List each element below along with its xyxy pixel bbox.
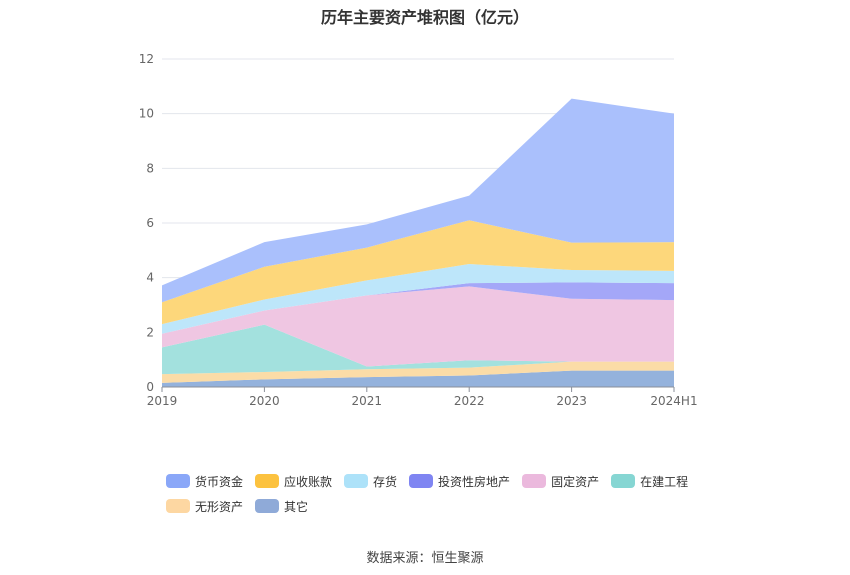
legend-item[interactable]: 应收账款 <box>255 473 332 489</box>
area-series-2 <box>162 324 674 375</box>
chart-legend: 货币资金 应收账款 存货 投资性房地产 固定资产 在建工程无形资产 其它 <box>166 473 706 514</box>
area-series-5 <box>162 264 674 334</box>
area-series-4 <box>162 282 674 334</box>
legend-swatch <box>522 474 547 488</box>
y-tick-label: 4 <box>146 271 154 285</box>
legend-swatch <box>611 474 636 488</box>
legend-swatch <box>166 474 190 488</box>
area-series-7 <box>162 98 674 303</box>
legend-label: 存货 <box>373 474 398 489</box>
x-tick-label: 2020 <box>249 394 280 408</box>
area-series-1 <box>162 361 674 383</box>
legend-item[interactable]: 投资性房地产 <box>409 473 510 489</box>
stacked-area-chart: 0 2 4 6 8 10 12 2019 2020 2021 2022 2023 2024H1 <box>139 52 698 408</box>
y-tick-label: 8 <box>146 161 154 175</box>
legend-item[interactable]: 无形资产 <box>166 498 243 514</box>
legend-item[interactable]: 在建工程 <box>611 473 688 489</box>
legend-label: 无形资产 <box>195 499 244 514</box>
y-tick-label: 6 <box>146 216 154 230</box>
area-series-0 <box>162 370 674 387</box>
x-tick-label: 2023 <box>556 394 587 408</box>
legend-label: 应收账款 <box>284 474 333 489</box>
legend-label: 投资性房地产 <box>438 474 511 489</box>
legend-label: 其它 <box>284 499 309 514</box>
area-series-6 <box>162 220 674 325</box>
chart-title: 历年主要资产堆积图（亿元） <box>320 8 529 27</box>
legend-swatch <box>255 474 280 488</box>
legend-swatch <box>166 499 190 513</box>
legend-item[interactable]: 存货 <box>344 473 397 489</box>
x-tick-label: 2019 <box>147 394 178 408</box>
area-series-3 <box>162 286 674 367</box>
data-source-note: 数据来源：恒生聚源 <box>366 551 484 566</box>
y-tick-label: 10 <box>139 107 154 121</box>
legend-swatch <box>409 474 434 488</box>
x-tick-label: 2024H1 <box>650 394 697 408</box>
legend-swatch <box>255 499 280 513</box>
y-tick-label: 2 <box>146 325 154 339</box>
legend-label: 固定资产 <box>551 474 600 489</box>
legend-label: 货币资金 <box>195 474 244 489</box>
legend-label: 在建工程 <box>640 474 689 489</box>
x-tick-label: 2021 <box>352 394 383 408</box>
y-tick-label: 0 <box>146 380 154 394</box>
legend-item[interactable]: 货币资金 <box>166 473 243 489</box>
x-tick-label: 2022 <box>454 394 485 408</box>
legend-item[interactable]: 其它 <box>255 498 308 514</box>
legend-item[interactable]: 固定资产 <box>522 473 599 489</box>
legend-swatch <box>344 474 369 488</box>
y-tick-label: 12 <box>139 52 154 66</box>
